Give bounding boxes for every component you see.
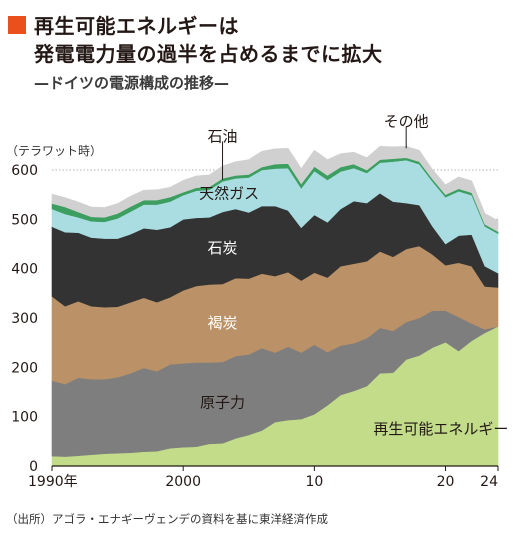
x-tick-label: 2000 — [165, 474, 201, 490]
series-label-6: その他 — [384, 113, 429, 131]
y-tick-label: 200 — [11, 360, 38, 376]
y-tick-label: 400 — [11, 262, 38, 278]
x-tick-label: 20 — [437, 474, 455, 490]
y-tick-label: 600 — [11, 163, 38, 179]
chart-subtitle: —ドイツの電源構成の推移— — [34, 74, 230, 92]
series-label-1: 原子力 — [200, 394, 245, 412]
axes: 0 100 200 300 400 500 600 1990年 2000 10 20 24 — [11, 163, 499, 490]
y-tick-label: 0 — [29, 459, 38, 475]
source-note: （出所）アゴラ・エナギーヴェンデの資料を基に東洋経済作成 — [6, 512, 328, 526]
y-tick-label: 100 — [11, 410, 38, 426]
x-tick-label: 24 — [480, 474, 498, 490]
y-axis-unit-label: （テラワット時） — [6, 144, 103, 158]
series-labels: 再生可能エネルギー 原子力 褐炭 石炭 天然ガス 石油 その他 — [199, 113, 508, 438]
x-tick-label: 1990年 — [28, 474, 78, 490]
series-areas — [51, 146, 499, 467]
chart-title-line-2: 発電電力量の過半を占めるまでに拡大 — [34, 42, 383, 66]
x-tick-label: 10 — [305, 474, 323, 490]
series-area-6 — [51, 146, 499, 233]
title-accent-mark — [8, 16, 26, 34]
series-label-4: 天然ガス — [199, 185, 259, 203]
y-tick-label: 300 — [11, 311, 38, 327]
series-label-2: 褐炭 — [208, 314, 238, 332]
series-label-5: 石油 — [208, 127, 238, 145]
series-label-3: 石炭 — [208, 239, 238, 257]
chart-title-line-1: 再生可能エネルギーは — [34, 14, 239, 38]
y-tick-label: 500 — [11, 212, 38, 228]
series-label-0: 再生可能エネルギー — [373, 420, 508, 438]
